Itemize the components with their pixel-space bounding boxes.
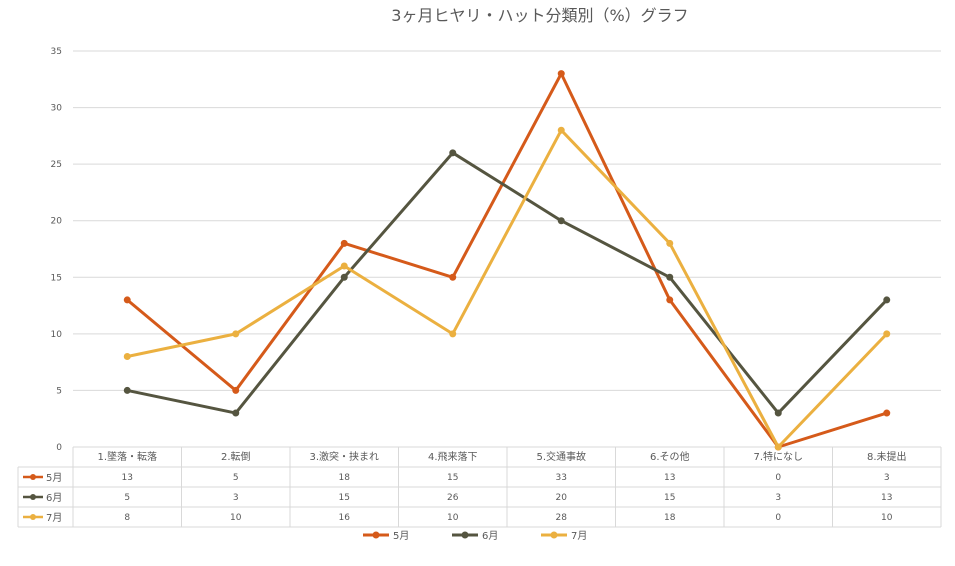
legend-label: 7月 — [571, 530, 587, 542]
gridlines — [73, 50, 941, 448]
data-point — [123, 296, 131, 304]
table-cell: 3 — [233, 493, 239, 503]
data-point — [774, 443, 782, 451]
category-label: 2.転倒 — [221, 451, 251, 463]
y-tick-label: 20 — [51, 217, 63, 227]
table-series-name: 5月 — [46, 472, 62, 484]
legend-label: 6月 — [482, 530, 498, 542]
y-tick-label: 10 — [51, 330, 63, 340]
legend-marker — [372, 531, 380, 539]
table-legend-marker — [30, 494, 36, 500]
table-cell: 13 — [881, 493, 892, 503]
table-cell: 20 — [556, 493, 568, 503]
series-line — [125, 151, 889, 415]
data-point — [232, 330, 240, 338]
table-cell: 26 — [447, 493, 459, 503]
y-tick-label: 0 — [56, 443, 62, 453]
table-cell: 10 — [447, 513, 459, 523]
legend-marker — [550, 531, 558, 539]
data-point — [449, 273, 457, 281]
y-tick-label: 35 — [51, 47, 62, 57]
data-point — [666, 239, 674, 247]
data-point — [557, 70, 565, 78]
table-cell: 10 — [230, 513, 242, 523]
table-cell: 8 — [124, 513, 130, 523]
data-point — [340, 273, 348, 281]
table-series-name: 7月 — [46, 512, 62, 524]
table-cell: 0 — [775, 473, 781, 483]
data-point — [123, 352, 131, 360]
category-label: 6.その他 — [650, 450, 690, 463]
data-point — [666, 273, 674, 281]
table-cell: 16 — [339, 513, 351, 523]
category-label: 3.激突・挟まれ — [309, 450, 379, 463]
table-cell: 13 — [664, 473, 675, 483]
table-cell: 3 — [775, 493, 781, 503]
table-legend-marker — [30, 514, 36, 520]
category-label: 8.未提出 — [867, 450, 907, 463]
category-label: 5.交通事故 — [536, 450, 586, 463]
legend: 5月 6月 7月 — [363, 530, 587, 542]
table-cell: 28 — [556, 513, 568, 523]
data-table: 1.墜落・転落 2.転倒 3.激突・挟まれ 4.飛来落下 5.交通事故 6.その他 7.特に… — [17, 446, 942, 528]
data-point — [449, 330, 457, 338]
data-point — [232, 386, 240, 394]
data-point — [557, 217, 565, 225]
y-tick-label: 30 — [51, 104, 63, 114]
chart-title: 3ヶ月ヒヤリ・ハット分類別（%）グラフ — [391, 6, 688, 25]
table-cell: 5 — [233, 473, 239, 483]
series-line — [125, 128, 889, 449]
legend-label: 5月 — [393, 530, 409, 542]
table-cell: 18 — [664, 513, 676, 523]
data-point — [123, 386, 131, 394]
y-axis: 0 5 10 15 20 25 30 35 — [51, 47, 63, 453]
data-point — [883, 330, 891, 338]
table-cell: 33 — [556, 473, 567, 483]
y-tick-label: 15 — [51, 273, 62, 283]
data-point — [232, 409, 240, 417]
legend-marker — [461, 531, 469, 539]
table-cell: 0 — [775, 513, 781, 523]
table-cell: 15 — [339, 493, 350, 503]
y-tick-label: 5 — [56, 386, 62, 396]
data-point — [666, 296, 674, 304]
table-series-name: 6月 — [46, 492, 62, 504]
data-point — [883, 409, 891, 417]
table-legend-marker — [30, 474, 36, 480]
data-point — [449, 149, 457, 157]
table-cell: 13 — [122, 473, 133, 483]
table-cell: 3 — [884, 473, 890, 483]
data-point — [774, 409, 782, 417]
table-cell: 15 — [447, 473, 458, 483]
data-point — [340, 239, 348, 247]
series-line — [125, 72, 889, 449]
table-cell: 15 — [664, 493, 675, 503]
table-cell: 5 — [124, 493, 130, 503]
category-label: 1.墜落・転落 — [97, 450, 157, 463]
data-point — [340, 262, 348, 270]
category-label: 7.特になし — [753, 451, 803, 463]
category-label: 4.飛来落下 — [428, 451, 478, 463]
series-lines — [123, 70, 891, 451]
data-point — [883, 296, 891, 304]
table-cell: 18 — [339, 473, 351, 483]
data-point — [557, 126, 565, 134]
table-cell: 10 — [881, 513, 893, 523]
y-tick-label: 25 — [51, 160, 62, 170]
